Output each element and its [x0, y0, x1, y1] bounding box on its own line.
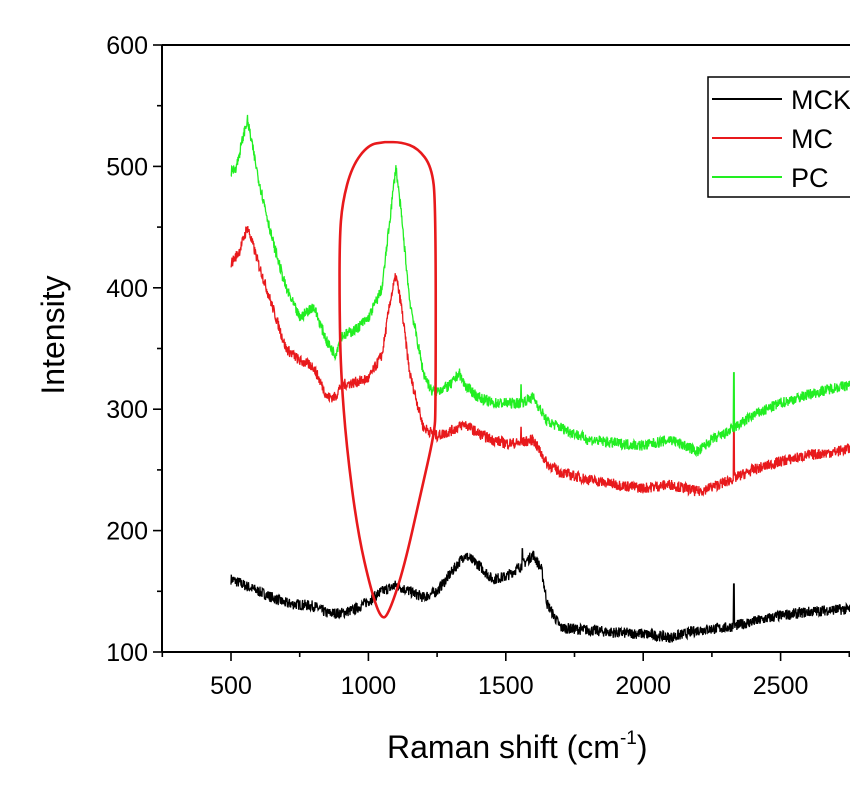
x-tick-label: 2000 [615, 672, 671, 700]
legend-label-mck: MCK [791, 85, 850, 115]
y-tick-label: 300 [106, 396, 148, 424]
x-axis-title-end: ) [637, 729, 648, 765]
x-tick-label: 2500 [753, 672, 809, 700]
legend-label-pc: PC [791, 163, 829, 193]
y-tick-label: 500 [106, 153, 148, 181]
y-tick-label: 400 [106, 275, 148, 303]
x-axis-title-sup: -1 [620, 728, 637, 749]
legend-label-mc: MC [791, 124, 833, 154]
y-axis-title: Intensity [35, 275, 71, 394]
x-tick-label: 1000 [341, 672, 397, 700]
x-axis-title-main: Raman shift (cm [387, 729, 620, 765]
series-line-mck [230, 548, 850, 643]
series-line-mc [230, 225, 850, 497]
axes: 100 200 300 400 500 600 500 1000 1500 2000 2500 [106, 32, 850, 700]
highlight-ellipse-annotation [338, 140, 438, 619]
y-tick-label: 600 [106, 32, 148, 60]
x-axis-title: Raman shift (cm-1) [387, 728, 648, 765]
series-line-pc [230, 114, 850, 458]
x-tick-label: 1500 [478, 672, 534, 700]
y-tick-label: 100 [106, 639, 148, 667]
x-tick-label: 500 [210, 672, 252, 700]
legend: MCK MC PC [707, 76, 850, 198]
y-tick-label: 200 [106, 518, 148, 546]
